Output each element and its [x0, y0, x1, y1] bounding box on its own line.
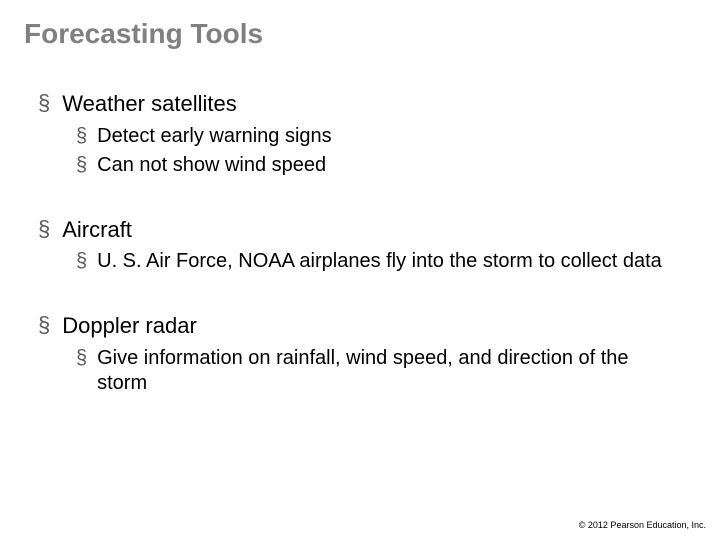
list-item: § U. S. Air Force, NOAA airplanes fly in… [76, 249, 696, 274]
list-item: § Detect early warning signs [76, 124, 696, 149]
bullet-icon: § [38, 90, 50, 116]
copyright-text: © 2012 Pearson Education, Inc. [579, 520, 706, 530]
slide-title: Forecasting Tools [24, 18, 696, 50]
list-item: § Aircraft [38, 216, 696, 244]
bullet-text: Weather satellites [62, 90, 236, 118]
bullet-icon: § [76, 249, 87, 274]
bullet-icon: § [76, 153, 87, 178]
bullet-icon: § [76, 124, 87, 149]
bullet-text: Doppler radar [62, 312, 197, 340]
list-item: § Weather satellites [38, 90, 696, 118]
bullet-icon: § [76, 346, 87, 371]
bullet-icon: § [38, 312, 50, 338]
bullet-text: Give information on rainfall, wind speed… [97, 346, 677, 396]
bullet-text: U. S. Air Force, NOAA airplanes fly into… [97, 249, 662, 274]
bullet-icon: § [38, 216, 50, 242]
list-item: § Can not show wind speed [76, 153, 696, 178]
slide: Forecasting Tools § Weather satellites §… [0, 0, 720, 540]
bullet-text: Aircraft [62, 216, 132, 244]
bullet-text: Detect early warning signs [97, 124, 332, 149]
bullet-text: Can not show wind speed [97, 153, 326, 178]
list-item: § Give information on rainfall, wind spe… [76, 346, 696, 396]
list-item: § Doppler radar [38, 312, 696, 340]
